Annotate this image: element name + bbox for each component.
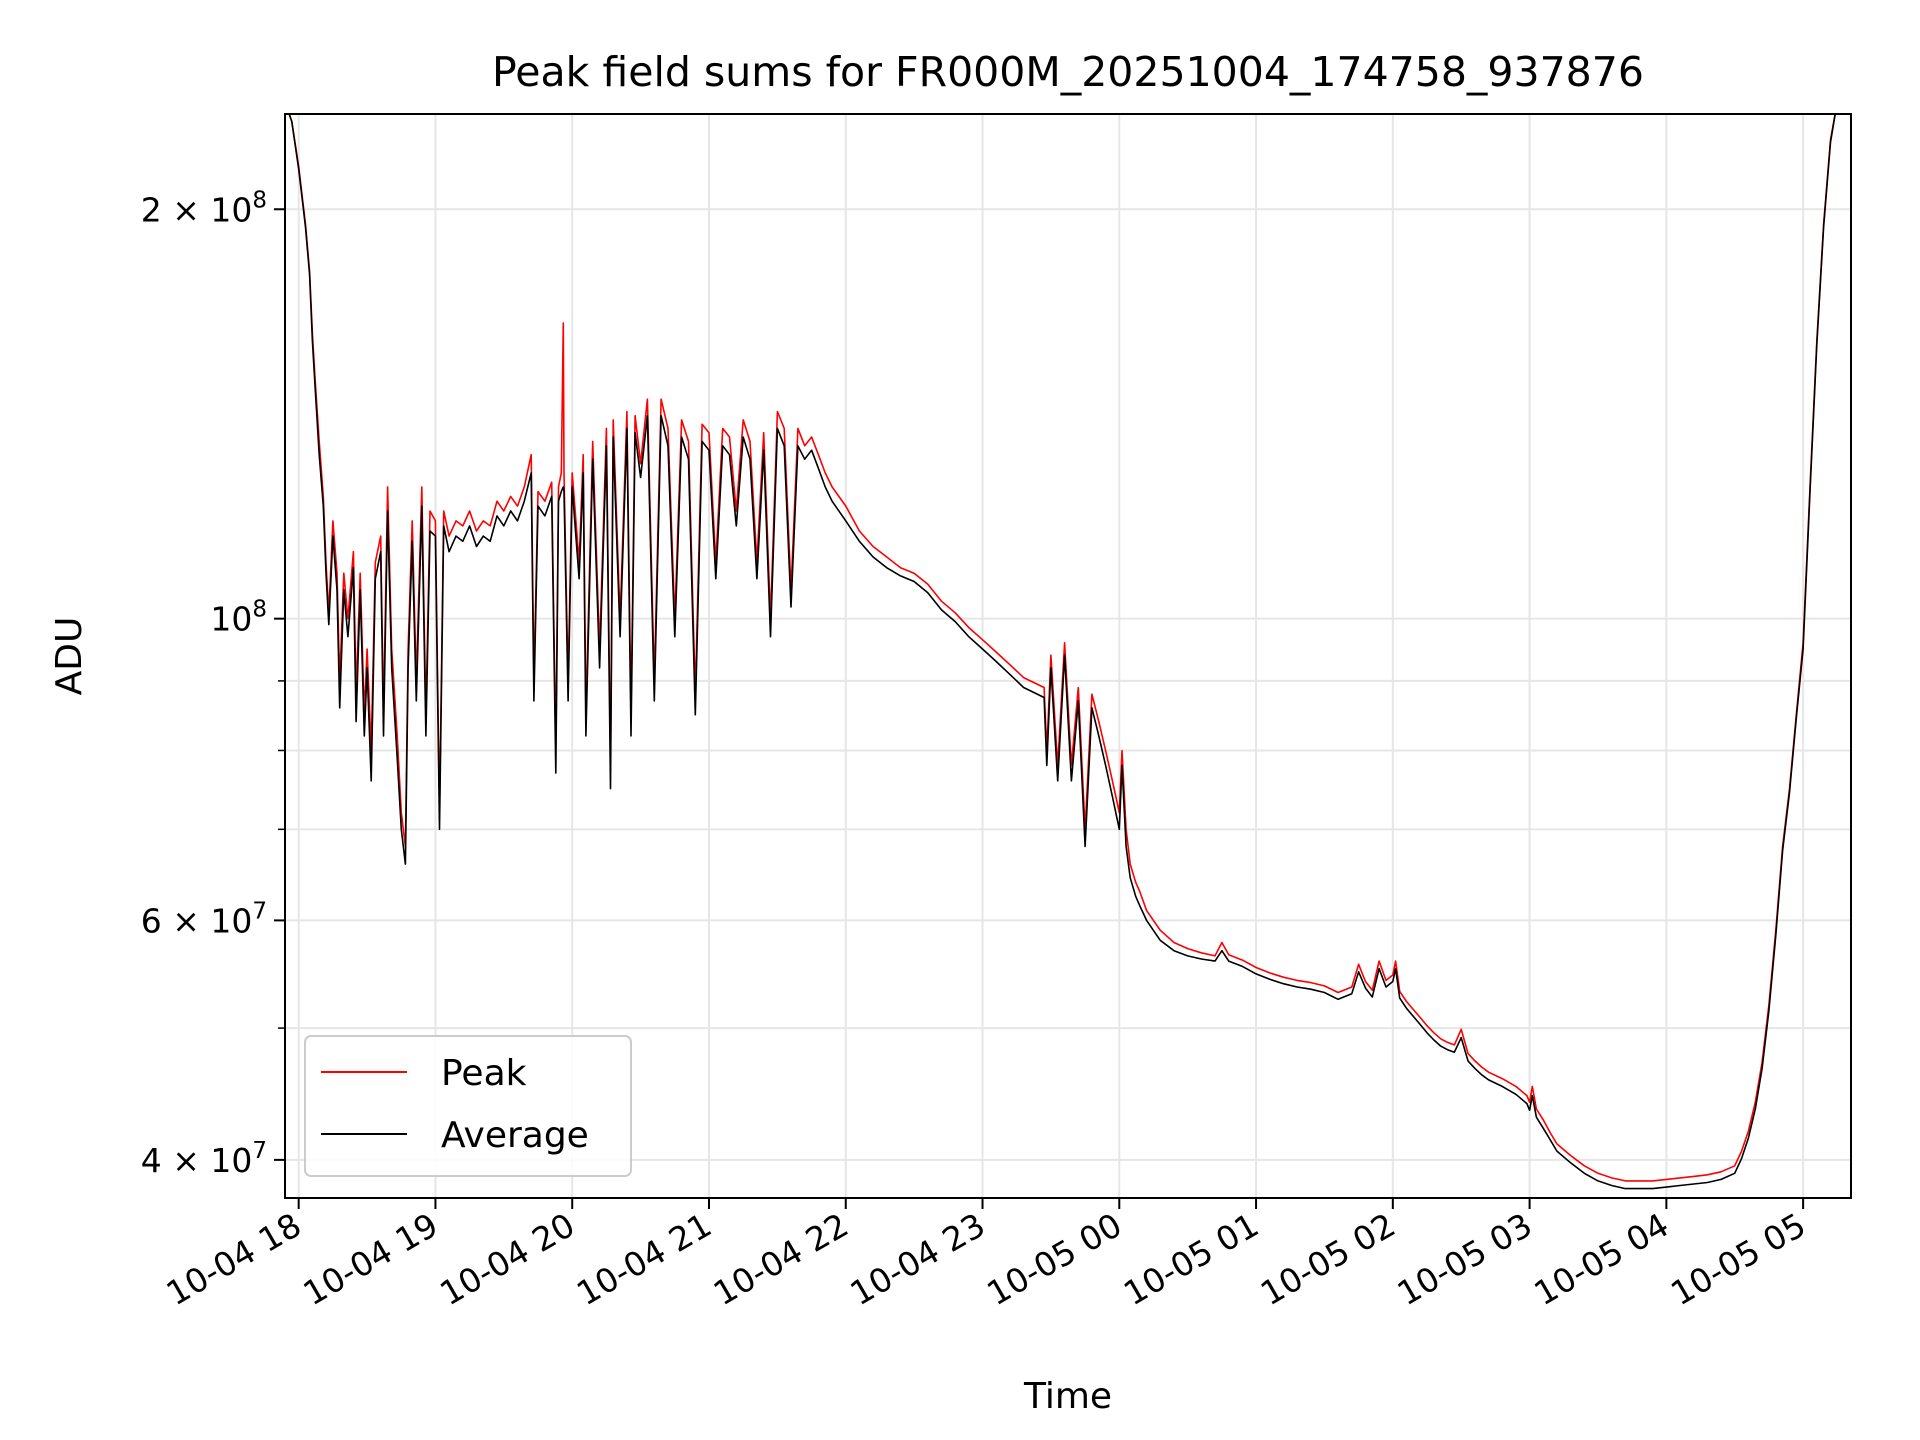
series-layer xyxy=(288,114,1837,1190)
y-tick-exponent: 7 xyxy=(252,898,267,924)
y-tick-base: 10 xyxy=(210,600,252,639)
series-line-average xyxy=(288,114,1837,1190)
y-tick-exponent: 8 xyxy=(252,597,267,623)
y-tick-base: 2 × 10 xyxy=(141,190,253,229)
y-tick-exponent: 8 xyxy=(252,187,267,213)
y-tick-base: 4 × 10 xyxy=(141,1141,253,1180)
x-axis-label: Time xyxy=(1023,1376,1112,1417)
chart-title: Peak field sums for FR000M_20251004_1747… xyxy=(492,48,1644,96)
y-tick-label: 2 × 108 xyxy=(141,187,267,229)
y-tick-label: 6 × 107 xyxy=(141,898,267,940)
y-tick-exponent: 7 xyxy=(252,1138,267,1164)
y-axis-label: ADU xyxy=(49,617,90,696)
legend-label-peak: Peak xyxy=(441,1053,527,1094)
y-tick-label: 4 × 107 xyxy=(141,1138,267,1180)
y-tick-label: 108 xyxy=(210,597,267,639)
plot-frame xyxy=(284,113,1852,1199)
y-tick-base: 6 × 10 xyxy=(141,901,253,940)
grid xyxy=(285,114,1851,1198)
legend-label-average: Average xyxy=(441,1115,589,1156)
series-line-peak xyxy=(288,114,1836,1182)
legend: Peak Average xyxy=(304,1035,632,1177)
